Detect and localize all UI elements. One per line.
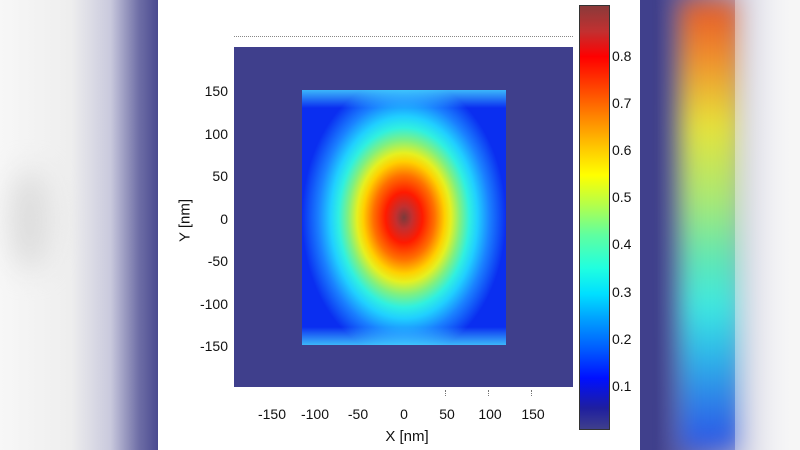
field-bottom-edge <box>302 327 506 345</box>
y-tick: 100 <box>204 126 228 142</box>
x-tick: -50 <box>347 406 369 422</box>
x-axis-label: X [nm] <box>385 428 429 445</box>
blurred-colorbar-echo <box>680 0 740 450</box>
colorbar-tick: 0.3 <box>612 284 632 300</box>
blur-fade <box>735 0 800 450</box>
blurred-left-background <box>0 0 158 450</box>
colorbar-tick: 0.2 <box>612 331 632 347</box>
blur-blob <box>10 170 50 270</box>
x-minor-tick <box>531 390 533 396</box>
field-top-edge <box>302 90 506 108</box>
colorbar-tick: 0.8 <box>612 48 632 64</box>
intensity-field <box>302 90 506 345</box>
y-axis-label: Y [nm] <box>176 198 194 243</box>
x-tick: 150 <box>521 406 545 422</box>
x-tick: 0 <box>400 406 408 422</box>
colorbar-tick: 0.6 <box>612 142 632 158</box>
x-minor-tick <box>488 390 490 396</box>
y-tick: -50 <box>207 253 228 269</box>
x-tick: -150 <box>257 406 287 422</box>
y-tick: 150 <box>204 83 228 99</box>
x-tick: 100 <box>478 406 502 422</box>
top-axis-dotted-line <box>234 36 573 37</box>
colorbar-tick: 0.1 <box>612 378 632 394</box>
colorbar-tick: 0.7 <box>612 95 632 111</box>
colorbar-tick: 0.4 <box>612 236 632 252</box>
x-tick: 50 <box>439 406 455 422</box>
x-tick: -100 <box>300 406 330 422</box>
colorbar-tick: 0.5 <box>612 189 632 205</box>
y-tick: -100 <box>199 296 228 312</box>
y-tick: 50 <box>212 168 228 184</box>
y-tick: 0 <box>220 211 228 227</box>
x-minor-tick <box>445 390 447 396</box>
y-tick: -150 <box>199 338 228 354</box>
colorbar <box>579 5 610 430</box>
blurred-right-background <box>640 0 800 450</box>
